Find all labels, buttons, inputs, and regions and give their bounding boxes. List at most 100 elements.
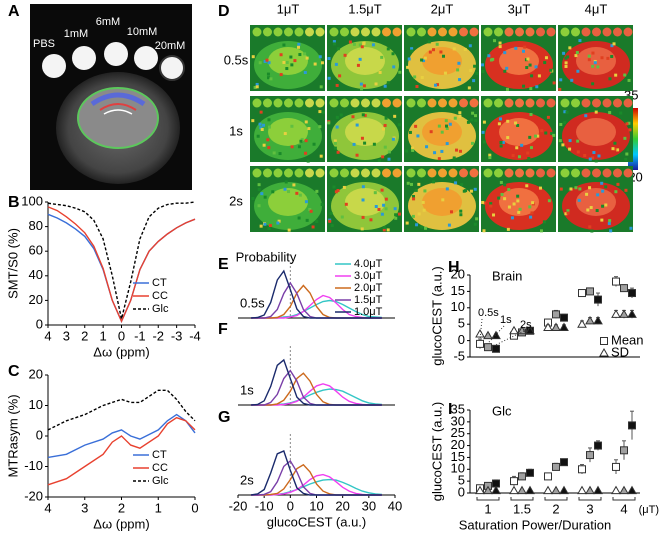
noise xyxy=(297,216,301,220)
square-marker xyxy=(620,284,628,293)
noise xyxy=(564,61,568,65)
row-label: 1s xyxy=(229,123,243,138)
noise xyxy=(591,82,595,86)
x-tick-label: 4 xyxy=(620,501,627,516)
noise xyxy=(604,185,608,189)
triangle-marker xyxy=(585,485,595,495)
noise xyxy=(285,60,289,64)
noise xyxy=(529,112,533,116)
legend-label: 1.0μT xyxy=(354,306,383,318)
y-axis-label: SMT/S0 (%) xyxy=(5,228,20,299)
triangle-marker xyxy=(483,485,493,495)
noise xyxy=(378,70,382,74)
noise xyxy=(530,74,534,78)
noise xyxy=(481,130,485,134)
x-tick-label: 3 xyxy=(63,328,70,343)
x-tick-label: -4 xyxy=(189,328,201,343)
group-bracket xyxy=(612,497,636,501)
noise xyxy=(262,143,266,147)
phantom-dot xyxy=(273,168,283,178)
phantom-label: 20mM xyxy=(155,40,186,52)
noise xyxy=(417,212,421,216)
y-tick-label: 5 xyxy=(458,316,465,331)
noise xyxy=(455,148,459,152)
noise xyxy=(596,65,600,69)
phantom-dot xyxy=(602,168,612,178)
noise xyxy=(561,143,565,147)
series-line xyxy=(47,416,196,486)
brain-map xyxy=(268,188,308,216)
noise xyxy=(616,182,620,186)
noise xyxy=(408,130,412,134)
noise xyxy=(327,76,331,80)
noise xyxy=(481,200,485,204)
square-marker xyxy=(628,289,636,298)
x-tick-label: 3 xyxy=(81,500,88,515)
noise xyxy=(304,151,308,155)
phantom-dot xyxy=(438,98,447,108)
y-tick-label: 60 xyxy=(29,243,43,258)
phantom-dot xyxy=(350,168,360,178)
noise xyxy=(298,53,302,57)
row-label: 2s xyxy=(229,193,243,208)
x-axis-label: glucoCEST (a.u.) xyxy=(267,514,366,529)
noise xyxy=(544,131,548,135)
noise xyxy=(629,226,633,230)
phantom-dot xyxy=(263,168,272,178)
series-line xyxy=(251,269,382,319)
brain-map xyxy=(345,188,385,216)
noise xyxy=(623,136,627,140)
noise xyxy=(487,54,491,58)
noise xyxy=(514,121,518,125)
triangle-marker xyxy=(491,485,501,495)
leader xyxy=(495,330,525,346)
noise xyxy=(318,55,322,59)
phantom-dot xyxy=(571,98,580,108)
phantom-dot xyxy=(546,27,556,37)
noise xyxy=(381,127,385,131)
phantom-dot xyxy=(329,168,339,178)
noise xyxy=(568,147,572,151)
phantom-dot xyxy=(483,98,493,108)
noise xyxy=(292,183,296,187)
phantom-dot xyxy=(427,98,437,108)
square-marker xyxy=(620,446,628,455)
square-marker xyxy=(560,313,568,322)
noise xyxy=(420,225,424,229)
row-label: 0.5s xyxy=(224,52,249,67)
phantom-dot xyxy=(361,27,370,37)
series-line xyxy=(250,450,382,496)
x-axis-label: Δω (ppm) xyxy=(93,344,149,359)
x-tick-label: 1.5 xyxy=(513,501,531,516)
noise xyxy=(489,202,493,206)
triangle-marker xyxy=(593,485,603,495)
noise xyxy=(257,204,261,208)
group-bracket xyxy=(510,497,534,501)
noise xyxy=(410,47,414,51)
noise xyxy=(335,115,339,119)
noise xyxy=(263,222,267,226)
triangle-marker xyxy=(585,315,595,325)
noise xyxy=(382,203,386,207)
phantom-dot xyxy=(382,27,391,37)
noise xyxy=(423,56,427,60)
noise xyxy=(425,145,429,149)
y-tick-label: 0 xyxy=(458,332,465,347)
noise xyxy=(521,49,525,53)
triangle-marker xyxy=(551,322,561,331)
phantom-dot xyxy=(448,27,458,37)
phantom-dot xyxy=(406,98,416,108)
noise xyxy=(377,207,381,211)
phantom-dot xyxy=(284,98,293,108)
noise xyxy=(340,215,344,219)
noise xyxy=(516,194,520,198)
y-tick-label: 20 xyxy=(29,292,43,307)
phantom-dot xyxy=(459,168,468,178)
noise xyxy=(614,190,618,194)
noise xyxy=(594,110,598,114)
noise xyxy=(351,115,355,119)
noise xyxy=(511,154,515,158)
noise xyxy=(608,77,612,81)
noise xyxy=(575,51,579,55)
noise xyxy=(606,56,610,60)
